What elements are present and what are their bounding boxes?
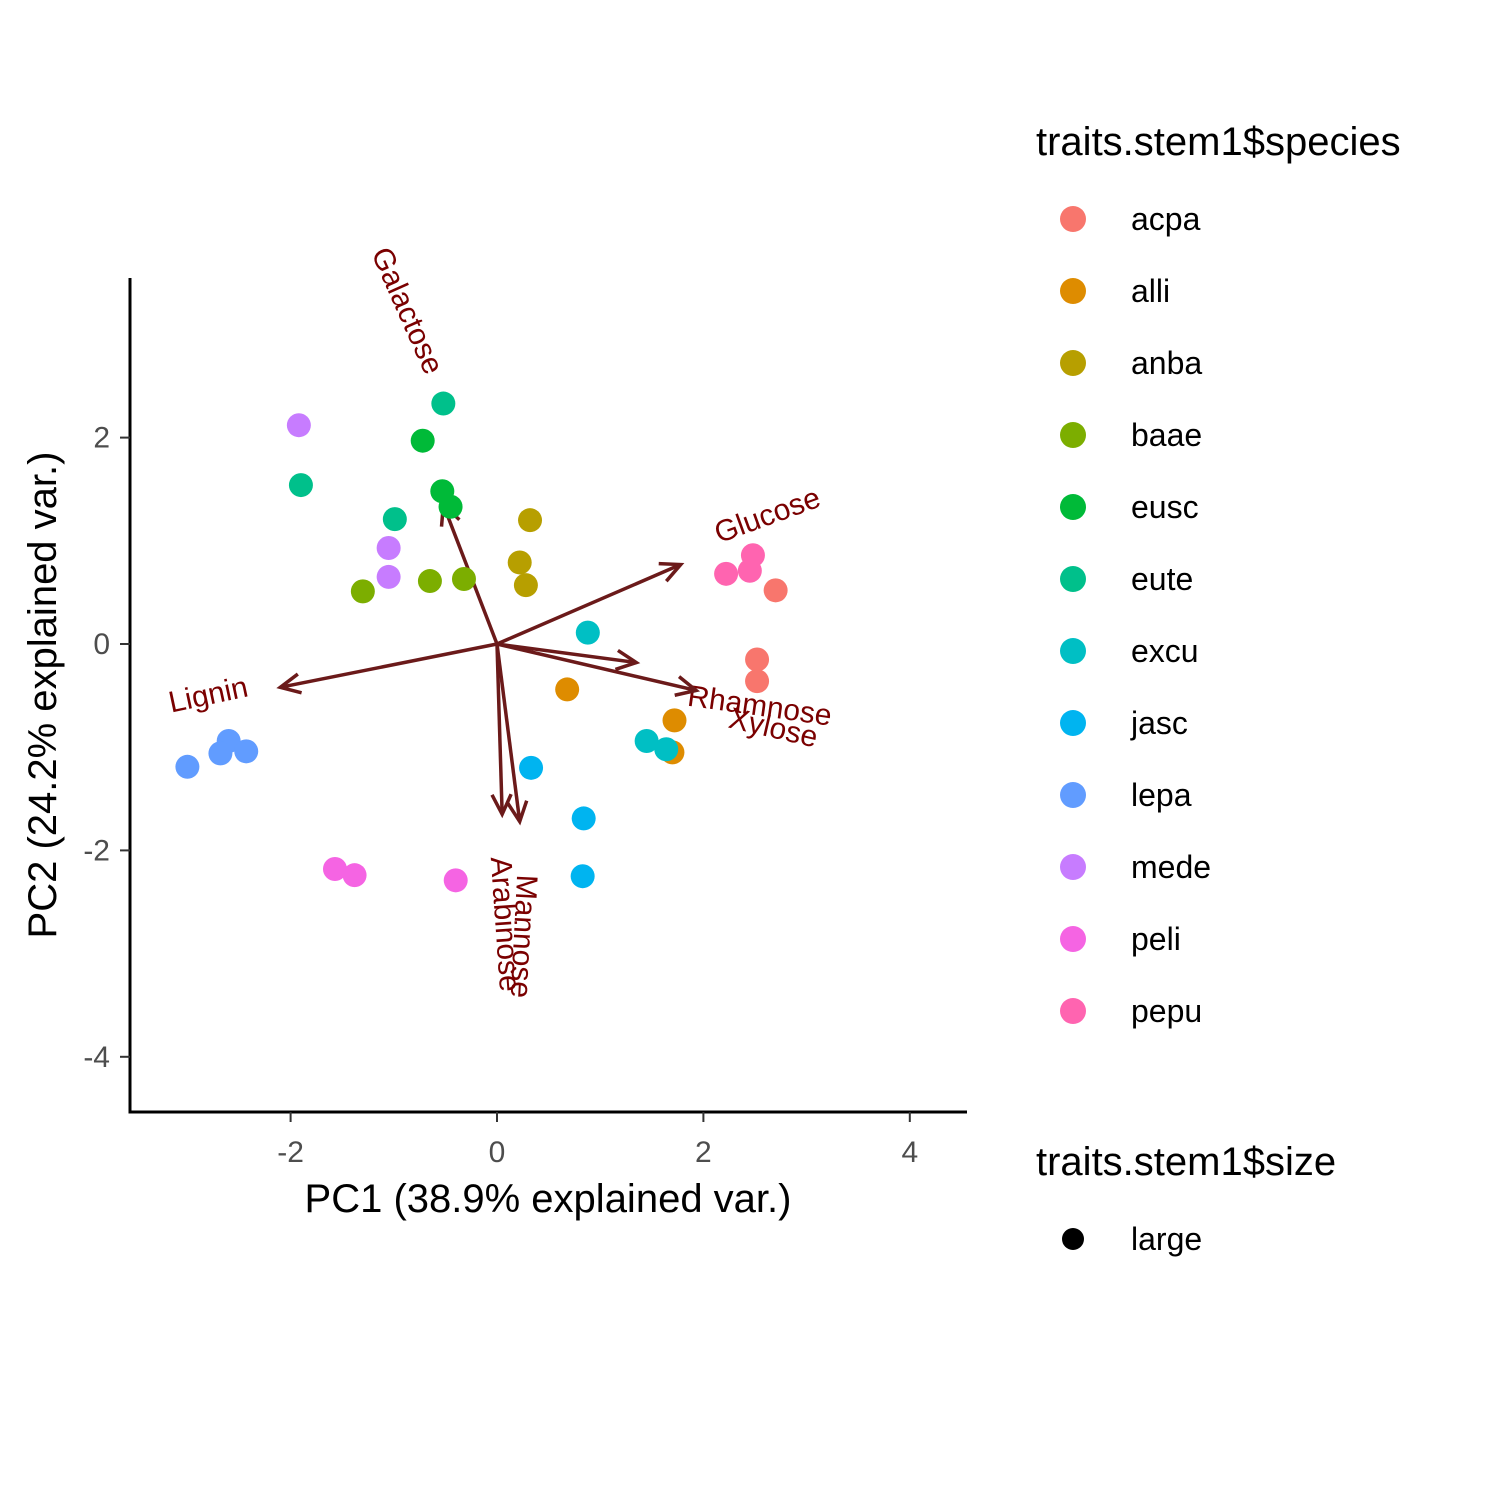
point-anba <box>513 573 538 598</box>
loading-label-lignin: Lignin <box>166 671 251 720</box>
x-tick-label: 4 <box>901 1136 918 1169</box>
legend-key-excu <box>1060 638 1086 664</box>
loading-arrowhead <box>506 800 529 826</box>
legend-key-acpa <box>1060 206 1086 232</box>
point-anba <box>507 550 532 575</box>
loading-arrow-mannose <box>495 643 504 815</box>
legend-key-peli <box>1060 926 1086 952</box>
x-tick-label: 2 <box>695 1136 712 1169</box>
legend-species-items: acpa alli anba baae eusc eute excu jasc lepa mede… <box>1060 201 1211 1029</box>
point-alli <box>662 708 687 733</box>
point-baae <box>451 566 476 591</box>
point-mede <box>376 536 401 561</box>
y-tick-label: 2 <box>93 422 110 455</box>
point-eute <box>288 473 313 498</box>
legend-key-mede <box>1060 854 1086 880</box>
loading-arrow-glucose <box>496 562 682 646</box>
loading-arrow-rhamnose <box>496 642 637 665</box>
point-jasc <box>571 806 596 831</box>
point-mede <box>376 564 401 589</box>
point-lepa <box>234 739 259 764</box>
point-eusc <box>438 494 463 519</box>
legend-size-key-large <box>1062 1228 1084 1250</box>
axes <box>128 278 967 1114</box>
legend-label-eusc: eusc <box>1131 489 1199 525</box>
point-excu <box>654 737 679 762</box>
legend-label-jasc: jasc <box>1130 705 1188 741</box>
loading-arrowhead <box>658 561 685 583</box>
point-eute <box>431 391 456 416</box>
legend-key-eute <box>1060 566 1086 592</box>
point-acpa <box>763 578 788 603</box>
loading-arrow-arabinose <box>495 643 522 822</box>
legend-label-peli: peli <box>1131 921 1181 957</box>
point-eute <box>382 507 407 532</box>
legend-label-mede: mede <box>1131 849 1211 885</box>
point-jasc <box>570 864 595 889</box>
legend-label-baae: baae <box>1131 417 1202 453</box>
y-tick-label: -2 <box>83 834 110 867</box>
legend-key-alli <box>1060 278 1086 304</box>
point-mede <box>286 413 311 438</box>
legend-size-items: large <box>1062 1221 1202 1257</box>
legend-size-label-large: large <box>1131 1221 1202 1257</box>
loading-label-mannose: Mannose <box>504 874 543 999</box>
x-axis-title: PC1 (38.9% explained var.) <box>305 1177 792 1221</box>
legend-label-lepa: lepa <box>1131 777 1192 813</box>
legend-label-eute: eute <box>1131 561 1193 597</box>
loading-label-galactose: Galactose <box>364 242 449 379</box>
point-excu <box>575 620 600 645</box>
legend-key-jasc <box>1060 710 1086 736</box>
point-acpa <box>745 669 770 694</box>
legend-label-excu: excu <box>1131 633 1199 669</box>
legend-key-eusc <box>1060 494 1086 520</box>
point-alli <box>555 677 580 702</box>
point-baae <box>417 569 442 594</box>
x-tick-label: -2 <box>277 1136 304 1169</box>
loading-arrowhead <box>276 672 303 695</box>
point-lepa <box>208 741 233 766</box>
legend-key-pepu <box>1060 998 1086 1024</box>
loading-arrow-lignin <box>279 642 498 690</box>
loading-arrowhead <box>490 793 513 819</box>
point-lepa <box>175 754 200 779</box>
point-pepu <box>714 561 739 586</box>
legend-species: traits.stem1$species acpa alli anba baae eus… <box>1036 120 1401 1029</box>
loading-arrowhead <box>614 649 641 672</box>
loading-arrowhead <box>674 675 701 697</box>
legend-label-pepu: pepu <box>1131 993 1202 1029</box>
axis-ticks: -2 0 2 4 2 0 -2 -4 <box>83 422 918 1169</box>
point-peli <box>322 856 347 881</box>
legend-size: traits.stem1$size large <box>1036 1140 1336 1257</box>
data-points <box>175 391 788 893</box>
legend-label-alli: alli <box>1131 273 1170 309</box>
point-excu <box>634 729 659 754</box>
legend-size-title: traits.stem1$size <box>1036 1140 1336 1184</box>
loading-arrow-xylose <box>496 642 697 693</box>
legend-key-anba <box>1060 350 1086 376</box>
loading-label-glucose: Glucose <box>710 481 825 550</box>
legend-key-lepa <box>1060 782 1086 808</box>
point-anba <box>518 508 543 533</box>
legend-key-baae <box>1060 422 1086 448</box>
point-peli <box>342 863 367 888</box>
point-baae <box>350 579 375 604</box>
point-eusc <box>410 428 435 453</box>
legend-label-anba: anba <box>1131 345 1202 381</box>
legend-species-title: traits.stem1$species <box>1036 120 1401 164</box>
point-pepu <box>737 558 762 583</box>
y-tick-label: -4 <box>83 1041 110 1074</box>
y-tick-label: 0 <box>93 628 110 661</box>
point-acpa <box>745 647 770 672</box>
point-peli <box>443 868 468 893</box>
legend-label-acpa: acpa <box>1131 201 1201 237</box>
y-axis-title: PC2 (24.2% explained var.) <box>21 452 65 939</box>
x-tick-label: 0 <box>489 1136 506 1169</box>
point-jasc <box>519 755 544 780</box>
